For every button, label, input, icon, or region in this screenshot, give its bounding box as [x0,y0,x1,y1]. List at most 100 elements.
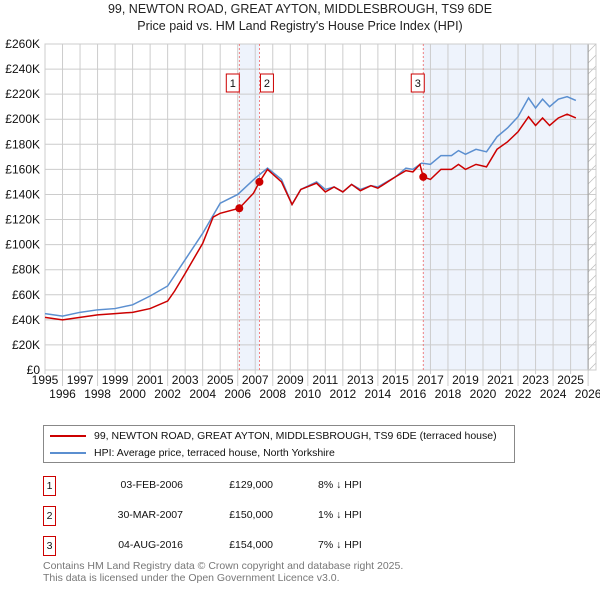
sale-hpi-diff: 8% ↓ HPI [318,479,362,491]
hatch-line [587,208,597,218]
sale-badge: 2 [43,506,56,526]
hatch-line [587,98,597,108]
hatch-line [587,274,597,284]
blue-line-swatch [50,452,86,454]
price-chart: £0 £20K £40K £60K £80K £100K £120K £140K £160K £1… [5,37,600,401]
sale-price: £150,000 [229,509,273,521]
y-tick-label: £140K [5,187,40,201]
sale-badge: 3 [43,536,56,556]
sale-label: 1 [230,78,236,90]
x-tick-label: 2012 [329,387,356,401]
y-tick-label: £60K [12,288,40,302]
chart-subtitle: Price paid vs. HM Land Registry's House … [137,19,463,33]
x-tick-label: 2002 [154,387,181,401]
legend-item-hpi: HPI: Average price, terraced house, Nort… [50,445,335,461]
hatch-line [587,285,597,295]
hatch-line [587,175,597,185]
y-tick-label: £80K [12,263,40,277]
x-tick-label: 2000 [119,387,146,401]
sale-date: 30-MAR-2007 [117,509,183,521]
sale-hpi-diff: 7% ↓ HPI [318,539,362,551]
x-tick-label: 2015 [382,373,409,387]
legend-item-property: 99, NEWTON ROAD, GREAT AYTON, MIDDLESBRO… [50,428,497,444]
x-tick-label: 2018 [435,387,462,401]
x-tick-label: 2026 [575,387,600,401]
footer-copyright: Contains HM Land Registry data © Crown c… [43,560,404,572]
x-tick-label: 2007 [242,373,269,387]
sale-label: 2 [264,78,270,90]
sale-label-box [259,73,274,93]
x-tick-label: 2014 [365,387,392,401]
sale-hpi-diff: 1% ↓ HPI [318,509,362,521]
sale-date: 04-AUG-2016 [118,539,183,551]
hatch-line [587,87,597,97]
x-tick-label: 2024 [540,387,567,401]
sale-row-1: 1 03-FEB-2006 £129,000 8% ↓ HPI [43,476,443,496]
x-tick-label: 2020 [470,387,497,401]
sale-marker [255,177,264,186]
hatch-line [587,252,597,262]
sale-row-2: 2 30-MAR-2007 £150,000 1% ↓ HPI [43,506,443,526]
y-tick-label: £200K [5,112,40,126]
hatch-line [587,109,597,119]
y-tick-label: £100K [5,238,40,252]
x-tick-label: 1995 [32,373,59,387]
footer-licence: This data is licensed under the Open Gov… [43,572,340,584]
hatch-line [587,76,597,86]
hatch-line [587,241,597,251]
x-tick-label: 2021 [487,373,514,387]
hatch-line [587,65,597,75]
x-tick-label: 1998 [84,387,111,401]
hatch-line [587,307,597,317]
hatch-line [587,120,597,130]
x-tick-label: 2025 [557,373,584,387]
hatch-line [587,131,597,141]
x-tick-label: 1999 [102,373,129,387]
hatch-line [587,219,597,229]
x-tick-label: 2006 [224,387,251,401]
y-tick-label: £240K [5,62,40,76]
x-tick-label: 2010 [294,387,321,401]
y-tick-label: £40K [12,313,40,327]
x-tick-label: 2011 [312,373,338,387]
x-tick-label: 1997 [67,373,94,387]
y-tick-label: £120K [5,213,40,227]
y-tick-label: £160K [5,162,40,176]
sale-row-3: 3 04-AUG-2016 £154,000 7% ↓ HPI [43,536,443,556]
y-tick-label: £0 [27,363,41,377]
x-tick-label: 1996 [49,387,76,401]
legend: 99, NEWTON ROAD, GREAT AYTON, MIDDLESBRO… [43,425,515,463]
x-tick-label: 2023 [522,373,549,387]
legend-label: 99, NEWTON ROAD, GREAT AYTON, MIDDLESBRO… [94,430,497,442]
hatch-line [587,186,597,196]
hatch-line [587,351,597,361]
sale-price: £129,000 [229,479,273,491]
hatch-line [587,329,597,339]
legend-label: HPI: Average price, terraced house, Nort… [94,447,335,459]
sale-price: £154,000 [229,539,273,551]
sale-label: 3 [415,78,421,90]
y-tick-label: £180K [5,137,40,151]
shade-region [239,44,260,370]
y-tick-label: £20K [12,338,40,352]
x-tick-label: 2017 [417,373,444,387]
y-tick-label: £260K [5,37,40,51]
sale-badge: 1 [43,476,56,496]
plot-frame [44,43,597,371]
sale-marker [235,204,244,213]
hatch-line [587,43,597,53]
sale-marker [419,172,428,181]
hatch-line [587,263,597,273]
hatch-line [587,230,597,240]
x-tick-label: 2008 [259,387,286,401]
x-tick-label: 2003 [172,373,199,387]
y-tick-label: £220K [5,87,40,101]
x-tick-label: 2005 [207,373,234,387]
x-tick-label: 2019 [452,373,479,387]
hatch-line [587,197,597,207]
x-tick-label: 2022 [505,387,532,401]
hatch-line [587,296,597,306]
x-tick-label: 2016 [400,387,427,401]
x-tick-label: 2004 [189,387,216,401]
sale-date: 03-FEB-2006 [120,479,183,491]
